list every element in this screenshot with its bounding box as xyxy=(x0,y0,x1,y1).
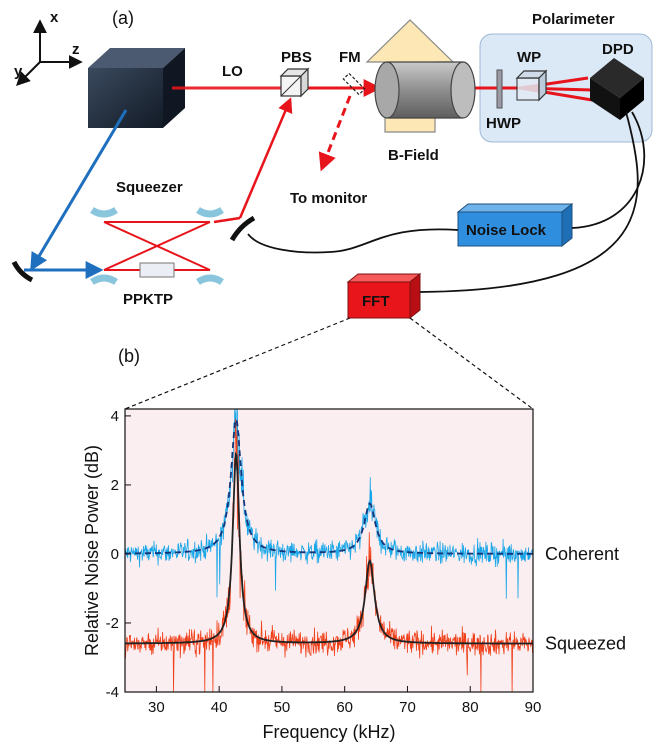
hwp-label: HWP xyxy=(486,115,521,132)
flip-mirror xyxy=(343,73,364,94)
vapor-cell xyxy=(375,62,475,118)
y-tick-label: 2 xyxy=(111,477,119,494)
squeezer-cavity xyxy=(92,210,222,282)
monitor-beam xyxy=(322,96,350,168)
panel-a: x z y (a) Polarimeter LO xyxy=(14,8,652,409)
series-label-coherent: Coherent xyxy=(545,544,619,564)
wp-label: WP xyxy=(517,49,541,66)
panel-b-tag: (b) xyxy=(118,346,140,366)
y-tick-label: 4 xyxy=(111,408,119,425)
chart: 30 40 50 60 70 80 90 -4 -2 0 2 4 Coherent Squeezed F… xyxy=(82,408,626,742)
x-tick-label: 90 xyxy=(525,699,542,716)
pump-beam xyxy=(32,110,126,268)
x-tick-label: 70 xyxy=(399,699,416,716)
fft-label: FFT xyxy=(362,293,390,310)
noise-lock-label: Noise Lock xyxy=(466,222,547,239)
x-axis-label: Frequency (kHz) xyxy=(262,722,395,742)
dpd-label: DPD xyxy=(602,41,634,58)
laser-source xyxy=(88,48,185,128)
y-tick-label: -4 xyxy=(106,684,119,701)
cable-noise-lock-mirror xyxy=(248,229,458,252)
ppktp-crystal xyxy=(140,263,174,277)
polarimeter-label: Polarimeter xyxy=(532,11,615,28)
axis-z-label: z xyxy=(72,41,80,58)
panel-a-tag: (a) xyxy=(112,8,134,28)
x-tick-label: 30 xyxy=(148,699,165,716)
pbs-label: PBS xyxy=(281,49,312,66)
y-tick-label: 0 xyxy=(111,546,119,563)
axis-y-label: y xyxy=(14,63,23,80)
to-monitor-label: To monitor xyxy=(290,190,367,207)
pbs-cube xyxy=(281,69,308,96)
y-axis-label: Relative Noise Power (dB) xyxy=(82,445,102,656)
hwp-plate xyxy=(497,70,502,108)
b-field-label: B-Field xyxy=(388,147,439,164)
axis-x-label: x xyxy=(50,9,59,26)
lo-label: LO xyxy=(222,63,243,80)
zoom-line-left xyxy=(125,318,350,409)
squeezer-label: Squeezer xyxy=(116,179,183,196)
x-tick-label: 50 xyxy=(274,699,291,716)
zoom-line-right xyxy=(410,318,533,409)
ppktp-label: PPKTP xyxy=(123,291,173,308)
wp-cube xyxy=(517,71,546,100)
series-label-squeezed: Squeezed xyxy=(545,634,626,654)
coordinate-axes: x z y xyxy=(14,9,80,84)
fm-label: FM xyxy=(339,49,361,66)
y-tick-label: -2 xyxy=(106,615,119,632)
x-tick-label: 80 xyxy=(462,699,479,716)
x-tick-label: 60 xyxy=(336,699,353,716)
x-tick-label: 40 xyxy=(211,699,228,716)
